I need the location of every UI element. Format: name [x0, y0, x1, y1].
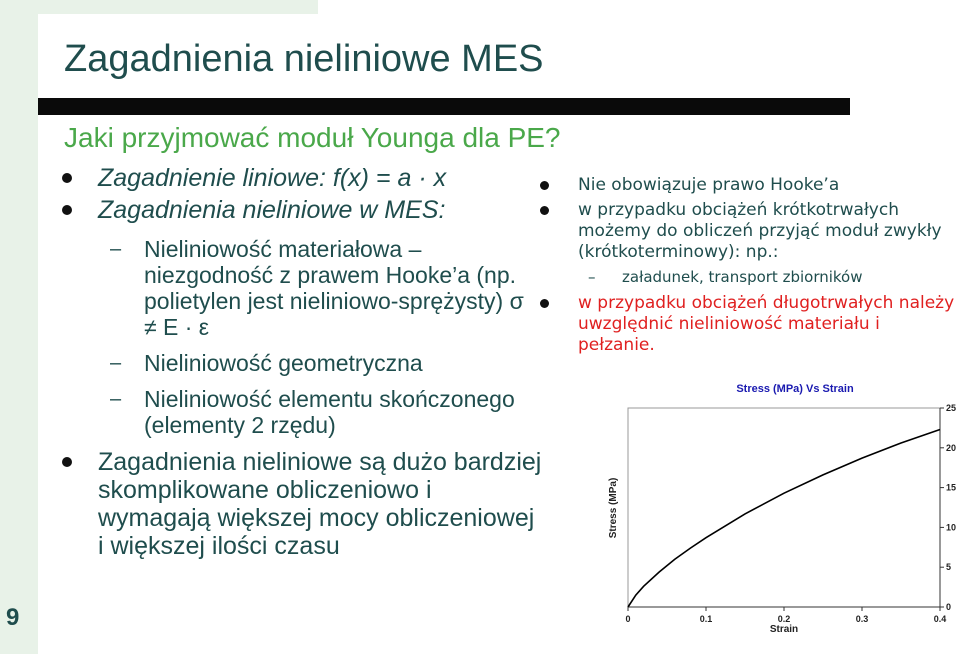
- bullet-dot-icon: [540, 299, 549, 308]
- y-tick-label: 25: [946, 403, 956, 413]
- y-tick-label: 10: [946, 522, 956, 532]
- slide-title: Zagadnienia nieliniowe MES: [64, 38, 544, 80]
- sub-loading-transport: – załadunek, transport zbiorników: [540, 267, 960, 287]
- dash-icon: –: [110, 238, 122, 260]
- stress-strain-chart: Stress (MPa) Vs Strain 0 0.1 0.2 0.3 0.4 0 5 1…: [608, 383, 956, 635]
- sub-text: Nieliniowość geometryczna: [144, 350, 423, 376]
- bullet-dot-icon: [62, 173, 72, 183]
- x-tick-label: 0.2: [778, 614, 791, 624]
- top-decorative-band: [0, 0, 318, 14]
- y-axis-label: Stress (MPa): [608, 478, 619, 539]
- x-tick-label: 0.1: [700, 614, 713, 624]
- y-ticks: 0 5 10 15 20 25: [940, 403, 956, 612]
- bullet-text: w przypadku obciążeń krótkotrwałych może…: [578, 200, 942, 262]
- bullet-text: Zagadnienie liniowe: f(x) = a · x: [98, 164, 447, 192]
- dash-icon: –: [110, 388, 122, 410]
- bullet-linear-problem: Zagadnienie liniowe: f(x) = a · x: [62, 164, 542, 192]
- x-axis-label: Strain: [770, 624, 798, 635]
- bullet-text: Zagadnienia nieliniowe w MES:: [98, 196, 446, 224]
- bullet-nonlinear-fem: Zagadnienia nieliniowe w MES:: [62, 196, 542, 224]
- dash-icon: –: [110, 352, 122, 374]
- x-tick-label: 0: [625, 614, 630, 624]
- x-tick-label: 0.3: [856, 614, 869, 624]
- plot-area-frame: [627, 407, 941, 608]
- bullet-dot-icon: [540, 181, 549, 190]
- right-column: Nie obowiązuje prawo Hooke’a w przypadku…: [540, 175, 960, 360]
- sub-material-nonlinearity: – Nieliniowość materiałowa – niezgodność…: [62, 236, 542, 340]
- y-tick-label: 5: [946, 562, 951, 572]
- sub-text: Nieliniowość materiałowa – niezgodność z…: [144, 236, 524, 340]
- sub-text: Nieliniowość elementu skończonego (eleme…: [144, 386, 515, 438]
- left-decorative-band: [0, 0, 38, 654]
- sub-element-nonlinearity: – Nieliniowość elementu skończonego (ele…: [62, 386, 542, 438]
- bullet-dot-icon: [62, 205, 72, 215]
- bullet-text: Nie obowiązuje prawo Hooke’a: [578, 175, 840, 195]
- chart-title: Stress (MPa) Vs Strain: [736, 383, 854, 395]
- left-column: Zagadnienie liniowe: f(x) = a · x Zagadn…: [62, 164, 542, 564]
- sub-text: załadunek, transport zbiorników: [622, 268, 863, 286]
- sub-geometric-nonlinearity: – Nieliniowość geometryczna: [62, 350, 542, 376]
- x-ticks: 0 0.1 0.2 0.3 0.4: [625, 607, 946, 624]
- bullet-complexity: Zagadnienia nieliniowe są dużo bardziej …: [62, 448, 542, 560]
- bullet-short-term-load: w przypadku obciążeń krótkotrwałych może…: [540, 200, 960, 263]
- y-tick-label: 0: [946, 602, 951, 612]
- bullet-hooke: Nie obowiązuje prawo Hooke’a: [540, 175, 960, 196]
- bullet-long-term-load: w przypadku obciążeń długotrwałych należ…: [540, 293, 960, 356]
- bullet-dot-icon: [62, 457, 72, 467]
- dash-icon: –: [588, 268, 596, 286]
- x-tick-label: 0.4: [934, 614, 947, 624]
- y-tick-label: 20: [946, 443, 956, 453]
- slide-subtitle: Jaki przyjmować moduł Younga dla PE?: [64, 122, 561, 153]
- bullet-text: Zagadnienia nieliniowe są dużo bardziej …: [98, 448, 542, 560]
- slide-number: 9: [6, 604, 20, 631]
- bullet-text: w przypadku obciążeń długotrwałych należ…: [578, 293, 955, 355]
- y-tick-label: 15: [946, 483, 956, 493]
- series-line: [627, 428, 941, 608]
- bullet-dot-icon: [540, 206, 549, 215]
- title-underline-bar: [38, 98, 850, 115]
